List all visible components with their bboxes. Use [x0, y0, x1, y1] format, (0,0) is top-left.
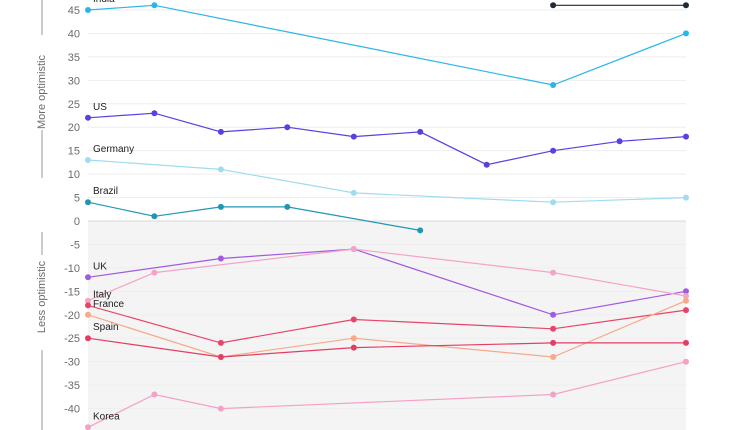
data-point	[350, 246, 357, 253]
y-tick-label: -10	[64, 263, 80, 275]
gridlines	[88, 9, 686, 410]
data-point	[217, 339, 224, 346]
data-point	[217, 255, 224, 262]
data-point	[683, 30, 689, 37]
data-point	[550, 339, 557, 346]
negative-region-shading	[88, 221, 686, 430]
data-point	[151, 213, 158, 220]
y-tick-label: 20	[68, 122, 80, 134]
y-tick-label: -25	[64, 333, 80, 345]
y-tick-label: 40	[68, 28, 80, 40]
data-point	[616, 138, 623, 145]
y-tick-label: -35	[64, 380, 80, 392]
data-point	[550, 2, 557, 9]
data-point	[683, 2, 689, 9]
series-label: France	[93, 299, 125, 310]
data-point	[85, 157, 91, 163]
data-point	[151, 391, 158, 398]
data-point	[151, 110, 158, 117]
y-tick-label: 30	[68, 75, 80, 87]
data-point	[85, 335, 91, 342]
data-point	[85, 302, 91, 309]
data-point	[85, 297, 91, 304]
y-tick-label: 15	[68, 146, 80, 158]
data-point	[350, 189, 357, 196]
y-tick-label: -30	[64, 357, 80, 369]
data-point	[151, 269, 158, 276]
data-point	[550, 199, 557, 206]
data-point	[417, 128, 424, 135]
data-point	[151, 2, 158, 9]
data-point	[284, 203, 291, 210]
data-point	[85, 274, 91, 281]
y-tick-label: 0	[74, 216, 80, 228]
data-point	[683, 194, 689, 201]
data-point	[683, 288, 689, 295]
data-point	[350, 316, 357, 323]
y-axis-ticks: 45 40 35 30 25 20 15 10 5 0 -5 -10 -15 -20 -25 -30 -35 -4…	[64, 5, 80, 416]
y-tick-label: -40	[64, 404, 80, 416]
data-point	[683, 307, 689, 314]
side-label-lower: Less optimistic	[36, 260, 48, 333]
data-point	[550, 269, 557, 276]
data-point	[550, 147, 557, 154]
data-point	[683, 358, 689, 365]
series-label: Korea	[93, 411, 120, 422]
data-point	[683, 297, 689, 304]
data-point	[683, 293, 689, 299]
y-tick-label: 25	[68, 99, 80, 111]
series-label: Spain	[93, 322, 119, 333]
y-tick-label: 5	[74, 193, 80, 205]
y-tick-label: 45	[68, 5, 80, 17]
y-tick-label: -20	[64, 310, 80, 322]
data-point	[550, 391, 557, 398]
data-point	[85, 199, 91, 206]
series-label: US	[93, 102, 107, 113]
data-point	[217, 166, 224, 173]
data-point	[85, 424, 91, 430]
y-tick-label: -15	[64, 286, 80, 298]
series-label: India	[93, 0, 115, 5]
data-point	[350, 133, 357, 140]
data-point	[85, 7, 91, 13]
data-point	[85, 114, 91, 121]
data-point	[217, 354, 224, 360]
series-line	[87, 112, 687, 166]
series-label: UK	[93, 261, 107, 272]
data-point	[217, 203, 224, 210]
data-point	[550, 82, 557, 88]
data-point	[284, 124, 291, 131]
data-point	[683, 133, 689, 140]
series-label: Brazil	[93, 186, 118, 197]
data-point	[683, 339, 689, 346]
y-tick-label: 10	[68, 169, 80, 181]
side-labels: More optimistic Less optimistic	[36, 0, 48, 430]
data-point	[217, 128, 224, 135]
data-point	[483, 161, 490, 168]
data-point	[417, 227, 424, 234]
series-label: Germany	[93, 144, 134, 155]
data-point	[550, 311, 557, 318]
series-label: Italy	[93, 289, 111, 300]
data-point	[217, 405, 224, 412]
side-label-upper: More optimistic	[36, 55, 48, 129]
series-points	[85, 2, 689, 430]
data-point	[550, 354, 557, 360]
data-point	[350, 344, 357, 351]
series-line	[87, 4, 687, 86]
data-point	[350, 335, 357, 342]
y-tick-label: -5	[70, 239, 80, 251]
data-point	[550, 325, 557, 332]
data-point	[85, 311, 91, 318]
y-tick-label: 35	[68, 52, 80, 64]
